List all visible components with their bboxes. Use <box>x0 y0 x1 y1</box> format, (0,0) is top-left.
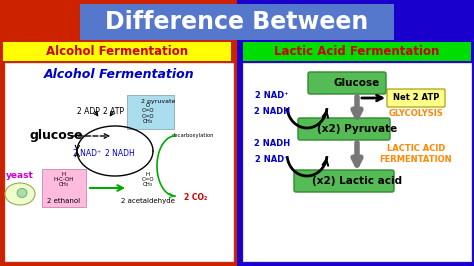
Text: C=O: C=O <box>142 177 155 182</box>
Text: (x2) Lactic acid: (x2) Lactic acid <box>312 176 402 186</box>
FancyBboxPatch shape <box>298 118 390 140</box>
FancyBboxPatch shape <box>42 169 86 207</box>
Text: 2 NADH: 2 NADH <box>254 106 290 115</box>
Text: O
C=O
C=O
CH₃: O C=O C=O CH₃ <box>142 103 155 124</box>
Text: Glucose: Glucose <box>334 78 380 88</box>
Ellipse shape <box>5 183 35 205</box>
Ellipse shape <box>17 189 27 197</box>
Text: CH₃: CH₃ <box>143 182 153 187</box>
Text: 2 acetaldehyde: 2 acetaldehyde <box>121 198 175 204</box>
Text: decarboxylation: decarboxylation <box>172 134 214 139</box>
FancyBboxPatch shape <box>308 72 386 94</box>
FancyBboxPatch shape <box>237 0 474 266</box>
FancyBboxPatch shape <box>387 89 445 107</box>
Text: 2 pyruvate: 2 pyruvate <box>141 99 175 104</box>
Text: 2 NAD⁺: 2 NAD⁺ <box>255 155 289 164</box>
Text: 2 ATP: 2 ATP <box>103 107 125 117</box>
FancyBboxPatch shape <box>243 63 471 261</box>
Text: Net 2 ATP: Net 2 ATP <box>393 94 439 102</box>
FancyBboxPatch shape <box>80 4 394 40</box>
Text: 2 NADH: 2 NADH <box>254 139 290 148</box>
Text: 2 ethanol: 2 ethanol <box>47 198 81 204</box>
Text: glucose: glucose <box>30 130 83 143</box>
Text: LACTIC ACID
FERMENTATION: LACTIC ACID FERMENTATION <box>380 144 452 164</box>
Text: 2 NADH: 2 NADH <box>105 148 135 157</box>
Text: 2 NAD⁺: 2 NAD⁺ <box>255 92 289 101</box>
FancyBboxPatch shape <box>243 42 471 61</box>
FancyBboxPatch shape <box>3 42 231 61</box>
Text: H-C-OH: H-C-OH <box>54 177 74 182</box>
Text: 2 NAD⁺: 2 NAD⁺ <box>73 148 101 157</box>
Text: 2 ADP: 2 ADP <box>77 107 100 117</box>
Text: Difference Between: Difference Between <box>105 10 369 34</box>
Text: (x2) Pyruvate: (x2) Pyruvate <box>317 124 397 134</box>
Text: Lactic Acid Fermentation: Lactic Acid Fermentation <box>274 45 440 58</box>
FancyBboxPatch shape <box>5 63 233 261</box>
Text: H: H <box>146 172 150 177</box>
Text: Alcohol Fermentation: Alcohol Fermentation <box>46 45 188 58</box>
Text: yeast: yeast <box>6 172 34 181</box>
Text: Alcohol Fermentation: Alcohol Fermentation <box>44 68 194 81</box>
Text: CH₃: CH₃ <box>59 182 69 187</box>
Text: H: H <box>62 172 66 177</box>
Text: 2 CO₂: 2 CO₂ <box>184 193 208 202</box>
FancyBboxPatch shape <box>294 170 394 192</box>
Text: GLYCOLYSIS: GLYCOLYSIS <box>389 109 443 118</box>
FancyBboxPatch shape <box>127 95 174 129</box>
